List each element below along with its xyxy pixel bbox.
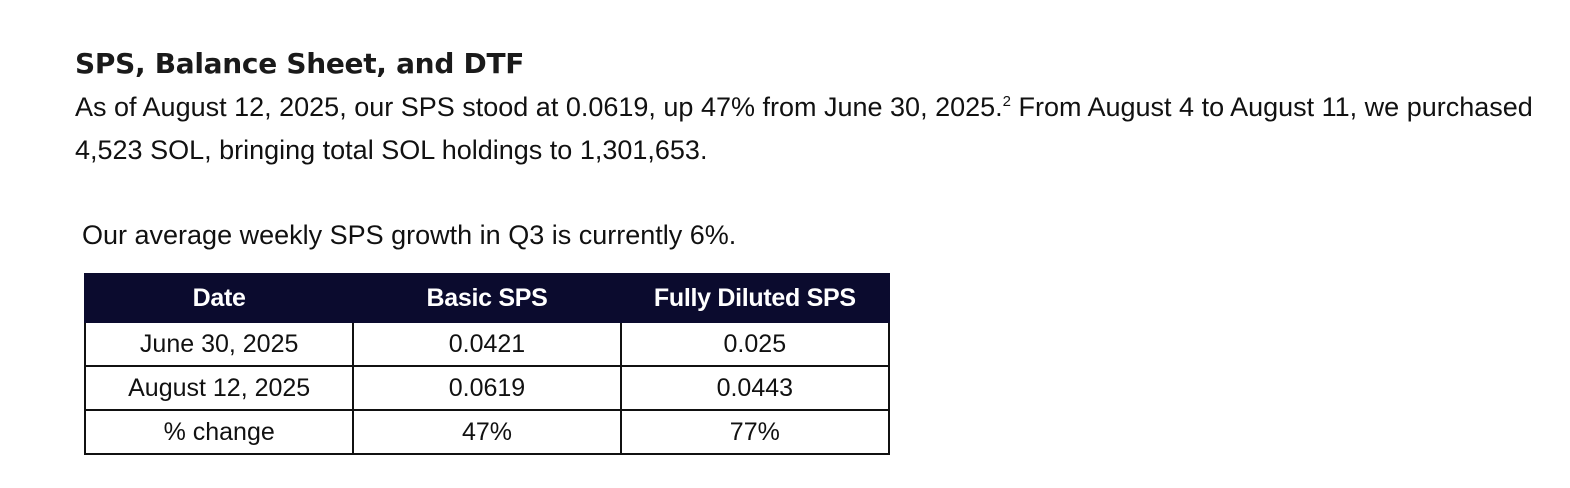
cell-basic-sps: 0.0421 bbox=[352, 321, 622, 367]
summary-paragraph: As of August 12, 2025, our SPS stood at … bbox=[75, 86, 1535, 172]
section-title: SPS, Balance Sheet, and DTF bbox=[75, 47, 525, 80]
cell-fully-diluted-sps: 0.0443 bbox=[619, 365, 891, 411]
header-fully-diluted-sps: Fully Diluted SPS bbox=[619, 273, 891, 323]
table-row: August 12, 2025 0.0619 0.0443 bbox=[83, 365, 891, 411]
sps-table: Date Basic SPS Fully Diluted SPS June 30… bbox=[83, 273, 891, 455]
table-header-row: Date Basic SPS Fully Diluted SPS bbox=[83, 273, 891, 323]
cell-basic-sps: 0.0619 bbox=[352, 365, 622, 411]
cell-date: % change bbox=[83, 409, 355, 455]
growth-note: Our average weekly SPS growth in Q3 is c… bbox=[82, 220, 737, 250]
summary-text-part2: From August 4 to August 11, we purchased… bbox=[75, 92, 1533, 165]
footnote-marker[interactable]: 2 bbox=[1002, 93, 1011, 110]
cell-fully-diluted-sps: 77% bbox=[619, 409, 891, 455]
cell-date: June 30, 2025 bbox=[83, 321, 355, 367]
table-row: June 30, 2025 0.0421 0.025 bbox=[83, 321, 891, 367]
cell-basic-sps: 47% bbox=[352, 409, 622, 455]
cell-date: August 12, 2025 bbox=[83, 365, 355, 411]
table-row: % change 47% 77% bbox=[83, 409, 891, 455]
header-basic-sps: Basic SPS bbox=[352, 273, 622, 323]
summary-text-part1: As of August 12, 2025, our SPS stood at … bbox=[75, 92, 1003, 122]
cell-fully-diluted-sps: 0.025 bbox=[619, 321, 891, 367]
header-date: Date bbox=[83, 273, 355, 323]
